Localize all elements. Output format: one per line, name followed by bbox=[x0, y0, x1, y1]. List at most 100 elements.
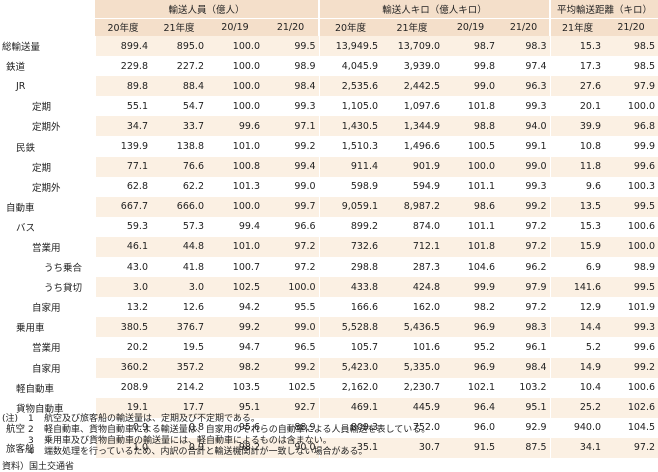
table-cell: 99.0 bbox=[443, 76, 499, 97]
table-cell: 598.9 bbox=[318, 176, 382, 197]
table-cell: 98.9 bbox=[604, 257, 658, 278]
column-header: 21/20 bbox=[604, 17, 658, 36]
column-header: 21年度 bbox=[151, 17, 207, 36]
table-cell: 8,987.2 bbox=[381, 196, 444, 217]
table-cell: 2,230.7 bbox=[381, 377, 444, 398]
table-cell: 97.2 bbox=[263, 257, 320, 278]
table-cell: 97.1 bbox=[263, 116, 320, 137]
table-cell: 4,045.9 bbox=[318, 56, 382, 77]
table-cell: 99.9 bbox=[443, 277, 499, 298]
table-cell: 89.8 bbox=[94, 76, 151, 97]
table-cell: 20.1 bbox=[549, 96, 605, 117]
table-cell: 77.1 bbox=[94, 156, 151, 177]
table-cell: 380.5 bbox=[94, 317, 151, 338]
table-cell: 101.1 bbox=[443, 176, 499, 197]
table-cell: 102.1 bbox=[443, 377, 499, 398]
table-cell: 95.6 bbox=[207, 417, 263, 438]
notes-prefix-spacer bbox=[2, 447, 28, 458]
column-header: 20/19 bbox=[207, 17, 263, 36]
row-label: うち貸切 bbox=[0, 277, 95, 298]
table-cell: 96.4 bbox=[443, 397, 499, 418]
table-cell: 100.3 bbox=[604, 176, 658, 197]
table-cell: 666.0 bbox=[151, 196, 207, 217]
table-cell: 712.1 bbox=[381, 236, 444, 258]
row-label: 定期 bbox=[0, 96, 95, 117]
table-cell: 30.7 bbox=[381, 437, 444, 458]
row-label: 民鉄 bbox=[0, 136, 95, 157]
table-cell: 901.9 bbox=[381, 156, 444, 177]
table-row: うち貸切 3.0 3.0 102.5 100.0 433.8 424.8 99.9 97.9 14… bbox=[0, 277, 658, 298]
table-cell: 99.9 bbox=[604, 136, 658, 157]
table-cell: 98.3 bbox=[498, 317, 551, 338]
table-cell: 92.9 bbox=[498, 417, 551, 438]
column-header: 20年度 bbox=[318, 17, 382, 36]
row-label: 軽自動車 bbox=[0, 377, 95, 398]
row-label: 総輸送量 bbox=[0, 36, 95, 57]
table-cell: 99.2 bbox=[498, 196, 551, 217]
table-cell: 9,059.1 bbox=[318, 196, 382, 217]
table-row: 自動車 667.7 666.0 100.0 99.7 9,059.1 8,987.2 98.6… bbox=[0, 196, 658, 217]
table-cell: 96.8 bbox=[604, 116, 658, 137]
notes-list: (注) 1 航空及び旅客船の輸送量は、定期及び不定期である。 2 軽自動車、貨物自動車に… bbox=[2, 414, 652, 458]
table-cell: 100.8 bbox=[207, 156, 263, 177]
table-cell: 96.2 bbox=[498, 257, 551, 278]
table-cell: 5,528.8 bbox=[318, 317, 382, 338]
table-cell: 101.8 bbox=[443, 96, 499, 117]
table-cell: 98.5 bbox=[604, 56, 658, 77]
table-cell: 5,335.0 bbox=[381, 357, 444, 378]
table-cell: 139.9 bbox=[94, 136, 151, 157]
table-row: 営業用 46.1 44.8 101.0 97.2 732.6 712.1 101.8 97.2 1… bbox=[0, 236, 658, 258]
table-cell: 102.6 bbox=[604, 397, 658, 418]
table-cell: 95.5 bbox=[263, 297, 320, 318]
table-row: 定期外 34.7 33.7 99.6 97.1 1,430.5 1,344.9 98.8 94.… bbox=[0, 116, 658, 137]
table-cell: 10.8 bbox=[549, 136, 605, 157]
table-cell: 229.8 bbox=[94, 56, 151, 77]
table-cell: 97.2 bbox=[498, 216, 551, 237]
table-cell: 1.0 bbox=[94, 437, 151, 458]
table-cell: 99.3 bbox=[498, 96, 551, 117]
table-cell: 76.6 bbox=[151, 156, 207, 177]
row-label: 自動車 bbox=[0, 196, 95, 217]
table-cell: 2,535.6 bbox=[318, 76, 382, 97]
table-cell: 99.6 bbox=[604, 156, 658, 177]
note-item: 4 端数処理を行っているため、内訳の合計と輸送機関計が一致しない場合がある。 bbox=[2, 447, 652, 458]
table-cell: 98.2 bbox=[443, 297, 499, 318]
notes-prefix-spacer bbox=[2, 436, 28, 447]
table-cell: 138.8 bbox=[151, 136, 207, 157]
table-cell: 103.5 bbox=[207, 377, 263, 398]
row-label: 鉄道 bbox=[0, 56, 95, 77]
table-cell: 10.4 bbox=[549, 377, 605, 398]
table-cell: 39.9 bbox=[549, 116, 605, 137]
table-cell: 899.2 bbox=[318, 216, 382, 237]
row-label: 自家用 bbox=[0, 297, 95, 318]
table-cell: 874.0 bbox=[381, 216, 444, 237]
table-cell: 0.9 bbox=[94, 417, 151, 438]
table-cell: 97.2 bbox=[604, 437, 658, 458]
table-cell: 360.2 bbox=[94, 357, 151, 378]
table-cell: 5,423.0 bbox=[318, 357, 382, 378]
table-row: うち乗合 43.0 41.8 100.7 97.2 298.8 287.3 104.6 96.2… bbox=[0, 257, 658, 278]
row-label: JR bbox=[0, 76, 95, 97]
table-cell: 102.5 bbox=[263, 377, 320, 398]
table-cell: 87.5 bbox=[498, 437, 551, 458]
table-cell: 43.0 bbox=[94, 257, 151, 278]
table-cell: 3.0 bbox=[94, 277, 151, 298]
table-cell: 809.3 bbox=[318, 417, 382, 438]
table-cell: 1,097.6 bbox=[381, 96, 444, 117]
table-cell: 104.6 bbox=[443, 257, 499, 278]
table-cell: 46.1 bbox=[94, 236, 151, 258]
note-text: 乗用車及び貨物自動車の輸送量には、軽自動車によるものは含まない。 bbox=[44, 436, 332, 446]
table-cell: 97.2 bbox=[498, 297, 551, 318]
table-cell: 99.5 bbox=[604, 196, 658, 217]
table-cell: 15.3 bbox=[549, 36, 605, 57]
table-cell: 940.0 bbox=[549, 417, 605, 438]
table-cell: 99.2 bbox=[263, 357, 320, 378]
table-cell: 97.4 bbox=[498, 56, 551, 77]
table-cell: 97.9 bbox=[498, 277, 551, 298]
table-cell: 0.8 bbox=[151, 417, 207, 438]
table-cell: 96.6 bbox=[263, 216, 320, 237]
table-cell: 27.6 bbox=[549, 76, 605, 97]
table-cell: 97.2 bbox=[498, 236, 551, 258]
table-cell: 98.7 bbox=[443, 36, 499, 57]
